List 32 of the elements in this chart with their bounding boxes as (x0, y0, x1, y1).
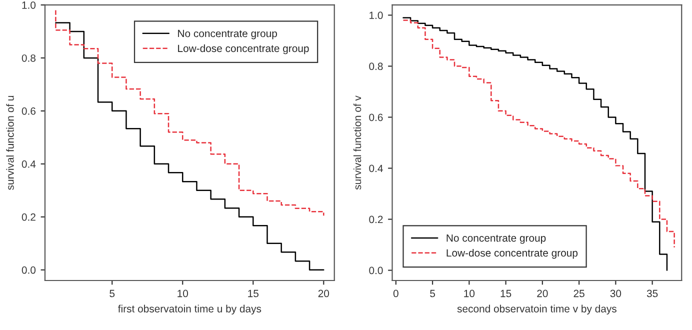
y-tick-label: 0.2 (369, 216, 383, 224)
y-axis-title: survival function of u (6, 96, 14, 190)
x-tick-label: 30 (610, 290, 622, 298)
x-tick-label: 10 (178, 290, 188, 298)
y-tick-label: 0.0 (369, 266, 383, 274)
x-tick-label: 5 (110, 290, 115, 298)
y-tick-label: 0.2 (22, 213, 36, 221)
y-tick-label: 1.0 (370, 12, 383, 20)
y-tick-label: 0.0 (22, 266, 36, 274)
x-tick-label: 15 (248, 290, 258, 298)
y-tick-label: 1.0 (22, 1, 36, 9)
x-tick-label: 0 (393, 290, 398, 298)
x-tick-label: 10 (464, 290, 475, 298)
legend-label: No concentrate group (178, 30, 277, 40)
y-tick-label: 0.4 (369, 164, 383, 172)
x-tick-label: 20 (537, 290, 548, 298)
x-tick-label: 20 (318, 290, 330, 298)
x-tick-label: 5 (430, 290, 435, 298)
x-axis-title: first observatoin time u by days (118, 304, 262, 315)
x-tick-label: 25 (574, 290, 584, 298)
legend-label: No concentrate group (446, 234, 546, 244)
y-tick-label: 0.4 (22, 160, 36, 168)
x-axis-title: second observatoin time v by days (457, 304, 616, 315)
y-tick-label: 0.6 (369, 114, 383, 122)
y-axis-title: survival function of v (353, 96, 362, 190)
y-tick-label: 0.8 (22, 54, 36, 62)
x-tick-label: 35 (646, 290, 658, 298)
legend-label: Low-dose concentrate group (446, 248, 578, 259)
x-tick-label: 15 (500, 290, 512, 298)
y-tick-label: 0.8 (369, 62, 383, 70)
y-tick-label: 0.6 (22, 107, 36, 115)
legend-label: Low-dose concentrate group (178, 44, 309, 54)
